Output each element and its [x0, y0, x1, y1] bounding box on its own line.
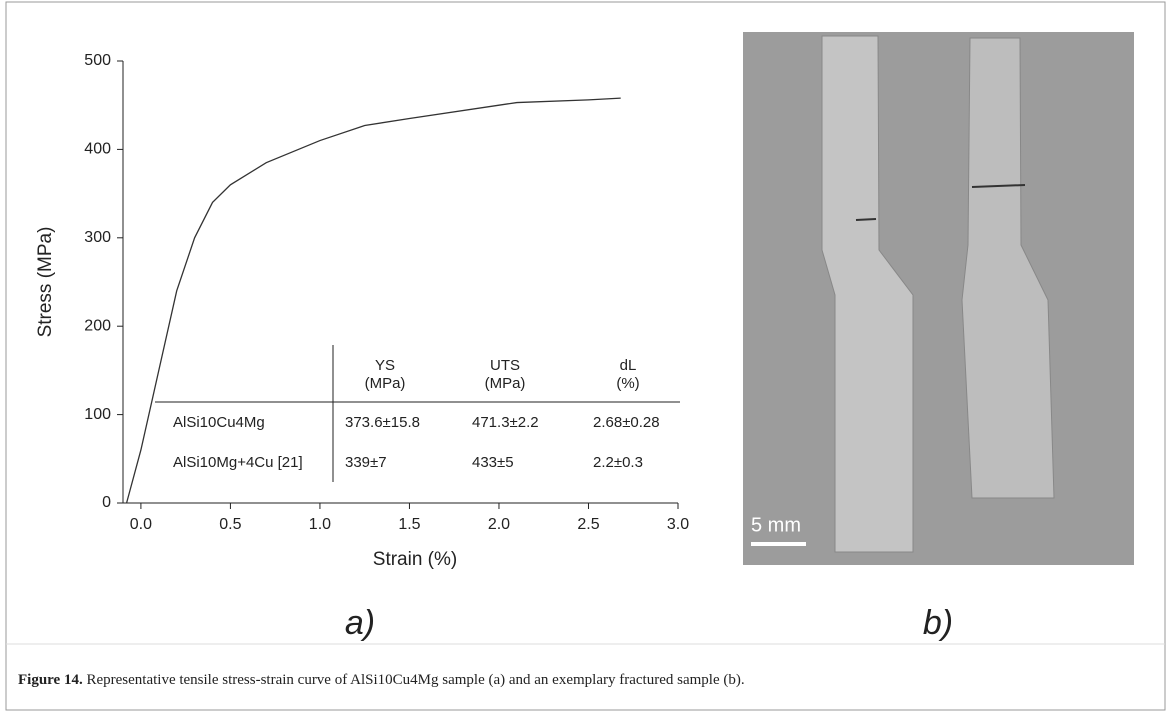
caption: Figure 14. Representative tensile stress…: [18, 672, 745, 688]
photo: 5 mm: [743, 32, 1134, 565]
x-tick-label: 0.5: [219, 516, 241, 533]
table-header: (MPa): [365, 375, 406, 392]
table-cell: AlSi10Mg+4Cu [21]: [173, 454, 303, 471]
table-cell: AlSi10Cu4Mg: [173, 414, 265, 431]
fracture-line: [971, 184, 1026, 188]
y-tick-label: 500: [84, 52, 111, 69]
specimen: [961, 37, 1055, 499]
table-cell: 2.68±0.28: [593, 414, 660, 431]
table-cell: 433±5: [472, 454, 514, 471]
figure-frame: [5, 1, 1166, 711]
y-tick-label: 400: [84, 141, 111, 158]
y-tick-label: 0: [102, 494, 111, 511]
table-cell: 471.3±2.2: [472, 414, 539, 431]
table-header: YS: [375, 357, 395, 374]
specimen: [821, 35, 914, 553]
x-axis-label: Strain (%): [373, 549, 457, 570]
table-header: UTS: [490, 357, 520, 374]
table-cell: 339±7: [345, 454, 387, 471]
table-header: dL: [620, 357, 637, 374]
table-header: (MPa): [485, 375, 526, 392]
x-tick-label: 2.5: [577, 516, 599, 533]
caption-label: Figure 14.: [18, 672, 83, 688]
fracture-line: [855, 218, 877, 221]
y-tick-label: 100: [84, 406, 111, 423]
scale-label: 5 mm: [751, 514, 801, 536]
x-tick-label: 0.0: [130, 516, 152, 533]
x-tick-label: 2.0: [488, 516, 510, 533]
line: [125, 97, 621, 504]
table-cell: 373.6±15.8: [345, 414, 420, 431]
x-tick-label: 1.0: [309, 516, 331, 533]
caption-text: Representative tensile stress-strain cur…: [86, 672, 744, 688]
table-cell: 2.2±0.3: [593, 454, 643, 471]
table-header: (%): [616, 375, 639, 392]
x-tick-label: 1.5: [398, 516, 420, 533]
y-tick-label: 200: [84, 317, 111, 334]
y-axis-label: Stress (MPa): [35, 227, 56, 338]
panel-label: b): [923, 604, 953, 642]
x-tick-label: 3.0: [667, 516, 689, 533]
photo-background: [743, 32, 1134, 565]
y-tick-label: 300: [84, 229, 111, 246]
panel-label: a): [345, 604, 375, 642]
